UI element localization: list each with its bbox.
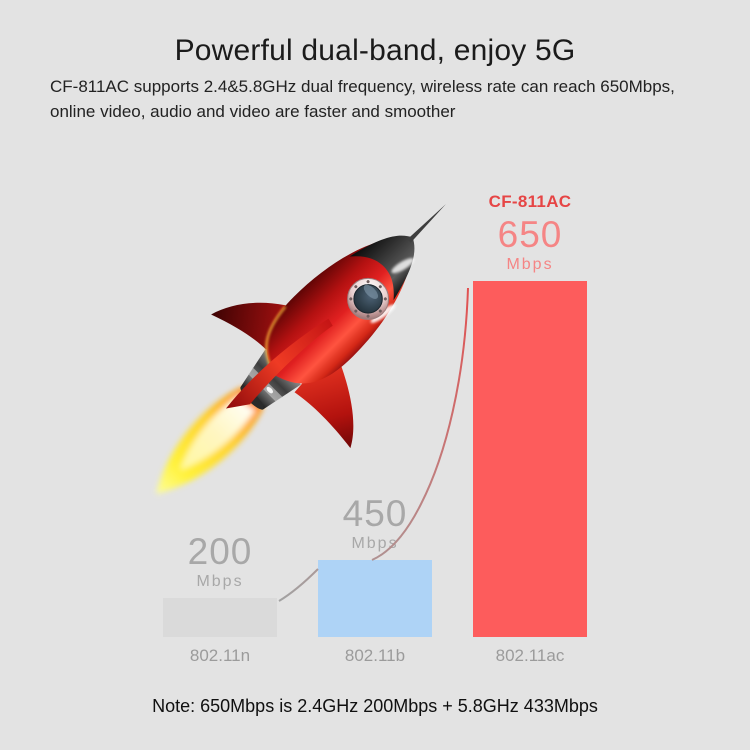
bar-unit-label: Mbps	[196, 573, 244, 590]
bar-unit-label: Mbps	[506, 256, 554, 273]
bar-802.11n	[163, 598, 277, 637]
footnote: Note: 650Mbps is 2.4GHz 200Mbps + 5.8GHz…	[152, 696, 598, 716]
category-label-802.11b: 802.11b	[344, 646, 406, 665]
bar-column-802.11ac: CF-811AC 650 Mbps	[473, 192, 587, 637]
bar-chart-category-row: 802.11n 802.11b 802.11ac	[163, 646, 587, 666]
bar-value-label: 650	[497, 214, 563, 255]
bar-value-label: 450	[342, 493, 408, 534]
bar-chart: 200 Mbps 450 Mbps CF-811AC 650 Mbps	[163, 0, 587, 637]
bar-column-802.11n: 200 Mbps	[163, 533, 277, 637]
subtitle-line-2: online video, audio and video are faster…	[50, 102, 456, 121]
bar-802.11b	[318, 560, 432, 637]
bar-unit-label: Mbps	[351, 535, 399, 552]
bar-value-label: 200	[187, 531, 253, 572]
page-subtitle: CF-811AC supports 2.4&5.8GHz dual freque…	[50, 74, 710, 124]
series-label: CF-811AC	[488, 192, 572, 211]
bar-column-802.11b: 450 Mbps	[318, 495, 432, 637]
bar-802.11ac	[473, 281, 587, 637]
category-label-802.11ac: 802.11ac	[495, 646, 565, 665]
subtitle-line-1: CF-811AC supports 2.4&5.8GHz dual freque…	[50, 77, 675, 96]
page-title: Powerful dual-band, enjoy 5G	[174, 34, 576, 67]
category-label-802.11n: 802.11n	[189, 646, 251, 665]
